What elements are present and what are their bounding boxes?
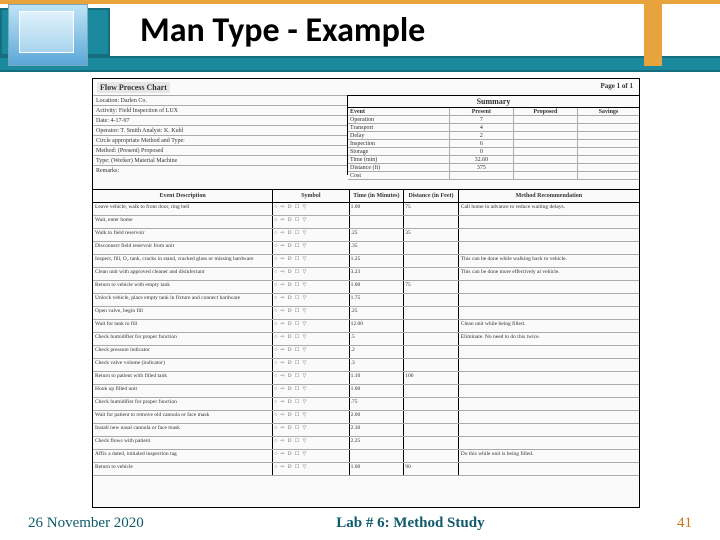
summary-block: Summary Event Present Proposed Savings O…	[348, 95, 639, 180]
ev-col-symbol: Symbol	[273, 190, 349, 202]
event-row: Check valve volume (indicator)○ ⇨ D ☐ ▽.…	[93, 359, 639, 372]
summary-row: Delay2	[348, 132, 639, 140]
chart-meta: Location: Darlen Co. Activity: Field Ins…	[93, 95, 348, 175]
sum-col-event: Event	[348, 108, 450, 115]
footer-center: Lab # 6: Method Study	[336, 515, 484, 532]
summary-header: Summary	[348, 95, 639, 108]
summary-row: Operation7	[348, 116, 639, 124]
event-row: Check flows with patient○ ⇨ D ☐ ▽2.25	[93, 437, 639, 450]
slide-icon-inner	[19, 11, 74, 53]
event-row: Unlock vehicle, place empty tank in fixt…	[93, 294, 639, 307]
summary-row: Transport4	[348, 124, 639, 132]
meta-activity: Activity: Field Inspection of LUX	[93, 105, 347, 115]
summary-row: Cost	[348, 172, 639, 180]
page-title: Man Type - Example	[140, 10, 425, 51]
orange-pillar	[644, 4, 662, 66]
footer-date: 26 November 2020	[28, 515, 144, 532]
summary-row: Storage0	[348, 148, 639, 156]
summary-row: Inspection6	[348, 140, 639, 148]
event-row: Wait for tank to fill○ ⇨ D ☐ ▽12.00Clean…	[93, 320, 639, 333]
meta-operator: Operator: T. Smith Analyst: K. Kuhl	[93, 125, 347, 135]
meta-circle: Circle appropriate Method and Type:	[93, 135, 347, 145]
summary-row: Time (min)32.60	[348, 156, 639, 164]
accent-line	[0, 0, 720, 4]
footer-page: 41	[677, 515, 692, 532]
event-row: Return to vehicle○ ⇨ D ☐ ▽1.0090	[93, 463, 639, 476]
events-table: Event Description Symbol Time (in Minute…	[93, 189, 639, 507]
event-row: Leave vehicle, walk to front door, ring …	[93, 203, 639, 216]
slide-icon	[8, 4, 88, 66]
sum-col-savings: Savings	[578, 108, 639, 115]
event-row: Install new nasal cannula or face mask○ …	[93, 424, 639, 437]
meta-remarks: Remarks:	[93, 165, 347, 175]
meta-location: Location: Darlen Co.	[93, 95, 347, 105]
meta-date: Date: 4-17-97	[93, 115, 347, 125]
ev-col-desc: Event Description	[93, 190, 273, 202]
event-row: Wait, enter home○ ⇨ D ☐ ▽	[93, 216, 639, 229]
ev-col-rec: Method Recommendation	[459, 190, 639, 202]
ev-col-dist: Distance (in Feet)	[404, 190, 459, 202]
event-row: Open valve, begin fill○ ⇨ D ☐ ▽.25	[93, 307, 639, 320]
event-row: Return to patient with filled tank○ ⇨ D …	[93, 372, 639, 385]
meta-method: Method: (Present) Proposed	[93, 145, 347, 155]
ev-col-time: Time (in Minutes)	[350, 190, 405, 202]
event-row: Check humidifier for proper function○ ⇨ …	[93, 333, 639, 346]
chart-heading: Flow Process Chart	[97, 82, 170, 93]
chart-page: Page 1 of 1	[601, 82, 633, 90]
event-row: Wait for patient to remove old cannula o…	[93, 411, 639, 424]
sum-col-proposed: Proposed	[514, 108, 578, 115]
event-row: Hook up filled unit○ ⇨ D ☐ ▽1.00	[93, 385, 639, 398]
summary-row: Distance (ft)375	[348, 164, 639, 172]
flow-process-chart: Flow Process Chart Page 1 of 1 Location:…	[92, 78, 640, 508]
footer: 26 November 2020 Lab # 6: Method Study 4…	[0, 515, 720, 532]
event-row: Affix a dated, initialed inspection tag○…	[93, 450, 639, 463]
event-row: Clean unit with approved cleaner and dis…	[93, 268, 639, 281]
teal-bar	[0, 56, 720, 72]
event-row: Inspect, fill, O₂ tank, cracks in stand,…	[93, 255, 639, 268]
meta-type: Type: (Worker) Material Machine	[93, 155, 347, 165]
event-row: Return to vehicle with empty tank○ ⇨ D ☐…	[93, 281, 639, 294]
sum-col-present: Present	[450, 108, 514, 115]
event-row: Walk to field reservoir○ ⇨ D ☐ ▽.2535	[93, 229, 639, 242]
event-row: Check pressure indicator○ ⇨ D ☐ ▽.2	[93, 346, 639, 359]
event-row: Disconnect field reservoir from unit○ ⇨ …	[93, 242, 639, 255]
event-row: Check humidifier for proper function○ ⇨ …	[93, 398, 639, 411]
header: Man Type - Example	[0, 0, 720, 72]
